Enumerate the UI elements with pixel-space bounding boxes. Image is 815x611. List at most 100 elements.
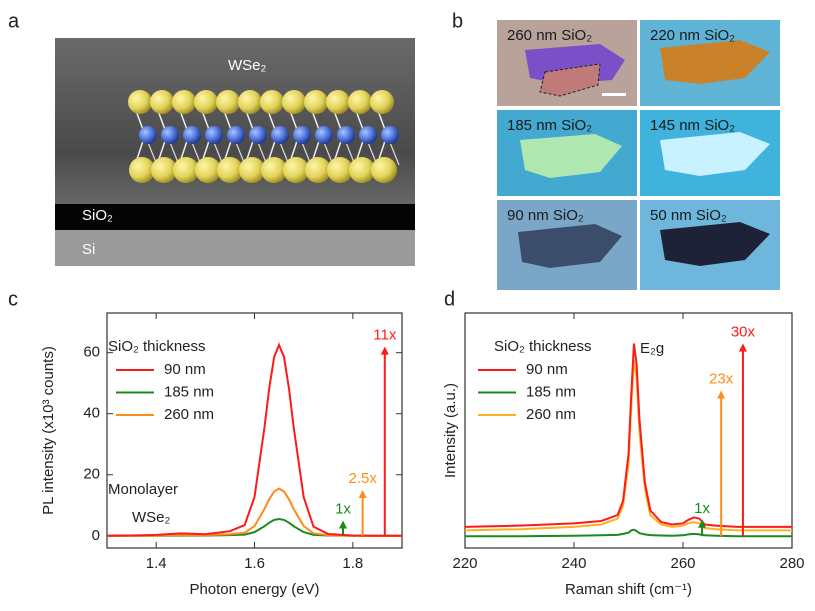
- scale-bar: [602, 93, 626, 96]
- arrow-head: [339, 520, 347, 529]
- x-tick-label: 240: [561, 555, 586, 572]
- atom: [128, 90, 152, 114]
- atom: [261, 157, 287, 183]
- x-tick-label: 1.8: [342, 555, 363, 572]
- schematic: WSe₂ SiO₂ Si: [55, 38, 415, 266]
- legend-label: 185 nm: [526, 383, 576, 400]
- atom: [205, 126, 223, 144]
- atom: [282, 90, 306, 114]
- y-axis-label: PL intensity (x10³ counts): [40, 346, 57, 515]
- flake: [660, 132, 770, 176]
- tile-label: 260 nm SiO₂: [507, 27, 592, 44]
- atom: [249, 126, 267, 144]
- tile-label: 220 nm SiO₂: [650, 27, 735, 44]
- atom: [129, 157, 155, 183]
- flake: [539, 63, 601, 97]
- atom: [283, 157, 309, 183]
- arrow-label: 11x: [373, 327, 397, 344]
- atom: [150, 90, 174, 114]
- atom: [260, 90, 284, 114]
- atom: [337, 126, 355, 144]
- atom: [194, 90, 218, 114]
- atom: [217, 157, 243, 183]
- atom: [172, 90, 196, 114]
- atom: [239, 157, 265, 183]
- y-tick-label: 40: [83, 405, 100, 422]
- atom: [216, 90, 240, 114]
- x-tick-label: 1.6: [244, 555, 265, 572]
- atom: [326, 90, 350, 114]
- material-label: WSe₂: [228, 57, 267, 74]
- y-axis-label: Intensity (a.u.): [442, 383, 459, 478]
- tile-label: 185 nm SiO₂: [507, 117, 592, 134]
- arrow-label: 30x: [731, 324, 756, 341]
- atom: [349, 157, 375, 183]
- arrow-label: 2.5x: [348, 470, 377, 487]
- arrow-label: 1x: [335, 501, 351, 518]
- atom: [327, 157, 353, 183]
- atom: [173, 157, 199, 183]
- atom: [195, 157, 221, 183]
- arrow-label: 1x: [694, 500, 710, 517]
- legend-label: 90 nm: [526, 361, 568, 378]
- tile-label: 90 nm SiO₂: [507, 207, 584, 224]
- arrow-head: [698, 519, 707, 528]
- atom: [348, 90, 372, 114]
- atom: [381, 126, 399, 144]
- tile-label: 50 nm SiO₂: [650, 207, 727, 224]
- legend-title: SiO₂ thickness: [108, 338, 206, 355]
- flake: [660, 222, 770, 266]
- atom: [161, 126, 179, 144]
- x-tick-label: 260: [670, 555, 695, 572]
- arrow-head: [358, 490, 367, 499]
- legend-label: 90 nm: [164, 361, 206, 378]
- x-tick-label: 220: [452, 555, 477, 572]
- x-axis-label: Photon energy (eV): [189, 581, 319, 598]
- series-line: [464, 343, 792, 528]
- sio2-layer: [55, 204, 415, 230]
- atom: [183, 126, 201, 144]
- panel-label: c: [8, 288, 18, 310]
- arrow-label: 23x: [709, 371, 734, 388]
- y-tick-label: 0: [92, 527, 100, 544]
- x-axis-label: Raman shift (cm⁻¹): [565, 581, 692, 598]
- panel-label: a: [8, 10, 20, 32]
- atom: [271, 126, 289, 144]
- atom: [293, 126, 311, 144]
- arrow-head: [380, 346, 389, 355]
- tile-label: 145 nm SiO₂: [650, 117, 735, 134]
- atom: [151, 157, 177, 183]
- annotation: E₂g: [640, 340, 664, 357]
- annotation: Monolayer: [108, 481, 178, 498]
- atom: [304, 90, 328, 114]
- series-line: [465, 528, 792, 538]
- atoms: [128, 90, 400, 183]
- series-line: [107, 487, 402, 537]
- atom: [315, 126, 333, 144]
- legend-label: 260 nm: [526, 406, 576, 423]
- atom: [370, 90, 394, 114]
- flake: [520, 134, 622, 178]
- legend-label: 185 nm: [164, 383, 214, 400]
- si-layer: [55, 230, 415, 266]
- y-tick-label: 20: [83, 466, 100, 483]
- atom: [139, 126, 157, 144]
- x-tick-label: 280: [779, 555, 804, 572]
- y-tick-label: 60: [83, 344, 100, 361]
- atom: [359, 126, 377, 144]
- panel-label: b: [452, 10, 463, 32]
- legend-label: 260 nm: [164, 406, 214, 423]
- layer-label: SiO₂: [82, 207, 113, 224]
- annotation: WSe₂: [132, 509, 171, 526]
- panel-label: d: [444, 288, 455, 310]
- legend-title: SiO₂ thickness: [494, 338, 592, 355]
- atom: [227, 126, 245, 144]
- atom: [238, 90, 262, 114]
- atom: [371, 157, 397, 183]
- x-tick-label: 1.4: [146, 555, 167, 572]
- layer-label: Si: [82, 241, 95, 258]
- flake: [660, 40, 770, 84]
- flake: [518, 224, 622, 268]
